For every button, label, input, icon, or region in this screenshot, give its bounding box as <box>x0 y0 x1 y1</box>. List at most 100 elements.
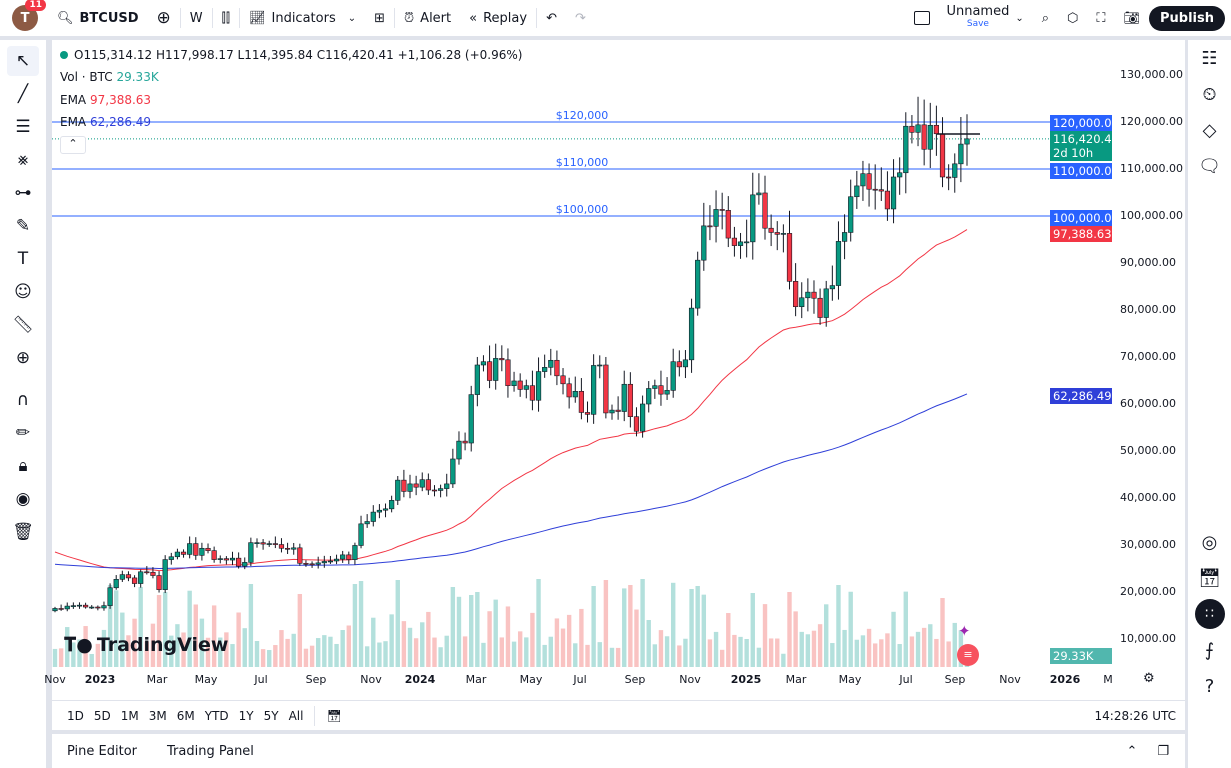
replay-button[interactable]: « Replay <box>460 0 536 36</box>
symbol-search[interactable]: 🔍︎ BTCUSD <box>48 0 148 36</box>
watchlist-button[interactable]: ☷ <box>1188 40 1231 76</box>
avatar[interactable]: T 11 <box>12 0 46 31</box>
screenshot-button[interactable]: 📷︎ <box>1114 0 1149 36</box>
range-1m[interactable]: 1M <box>120 708 139 723</box>
volume-bar <box>536 579 541 667</box>
candle-body <box>468 394 474 444</box>
candle-body <box>168 556 174 560</box>
layout-button[interactable]: Unnamed Save ⌄ <box>905 0 1032 36</box>
quick-search-button[interactable]: ⌕ <box>1033 0 1058 36</box>
range-1y[interactable]: 1Y <box>238 708 254 723</box>
range-ytd[interactable]: YTD <box>204 708 229 723</box>
volume-bar <box>683 638 688 667</box>
range-3m[interactable]: 3M <box>148 708 167 723</box>
candle-body <box>646 388 652 405</box>
volume-bar <box>664 636 670 667</box>
volume-bar <box>107 585 113 667</box>
measure-tool[interactable]: 📏︎ <box>7 310 39 340</box>
volume-bar <box>150 623 156 667</box>
axis-settings-icon[interactable]: ⚙ <box>1143 671 1155 686</box>
target-button[interactable]: ◎ <box>1188 524 1231 560</box>
alerts-button[interactable]: ⏲ <box>1188 76 1231 112</box>
publish-button[interactable]: Publish <box>1149 5 1225 31</box>
collapse-legend-button[interactable]: ⌃ <box>60 136 86 154</box>
ruler-icon: 📏︎ <box>12 315 34 335</box>
tradingview-logo[interactable]: 𝐓● TradingView <box>64 634 228 656</box>
candle-body <box>395 479 401 501</box>
volume-bar <box>732 634 737 667</box>
fib-tool[interactable]: ☰ <box>7 112 39 142</box>
fullscreen-button[interactable]: ⛶ <box>1087 0 1114 36</box>
hide-tool[interactable]: ◉ <box>7 484 39 514</box>
range-6m[interactable]: 6M <box>176 708 195 723</box>
icon-tool[interactable]: ☺ <box>7 277 39 307</box>
object-tree-button[interactable]: ◇ <box>1188 112 1231 148</box>
undo-button[interactable]: ↶ <box>537 0 566 36</box>
indicators-button[interactable]: 📈︎ Indicators ⌄ <box>240 0 365 36</box>
trading-panel-tab[interactable]: Trading Panel <box>167 743 254 759</box>
pattern-tool[interactable]: ⨳ <box>7 145 39 175</box>
tag-120000: 120,000.00 <box>1050 115 1119 131</box>
ema1-legend[interactable]: EMA 97,388.63 <box>60 93 151 107</box>
remove-tool[interactable]: 🗑︎ <box>7 517 39 547</box>
text-tool[interactable]: T <box>7 244 39 274</box>
candle-body <box>401 479 407 492</box>
streams-button[interactable]: ⨍ <box>1188 632 1231 668</box>
range-5d[interactable]: 5D <box>93 708 111 723</box>
volume-bar <box>144 641 150 667</box>
candle-body <box>591 365 597 415</box>
range-all[interactable]: All <box>288 708 304 723</box>
help-button[interactable]: ? <box>1188 668 1231 704</box>
volume-bar <box>95 643 101 667</box>
zoom-tool[interactable]: ⊕ <box>7 343 39 373</box>
volume-legend[interactable]: Vol · BTC 29.33K <box>60 70 159 84</box>
cursor-tool[interactable]: ↖ <box>7 46 39 76</box>
chart-panel[interactable]: $120,000 $110,000 $100,000 O115,314.12 H11… <box>44 40 1185 730</box>
clock[interactable]: 14:28:26 UTC <box>1094 708 1177 723</box>
settings-button[interactable]: ⬡ <box>1058 0 1087 36</box>
pine-editor-tab[interactable]: Pine Editor <box>67 743 138 759</box>
tv-logo-icon: 𝐓● <box>64 634 93 656</box>
templates-button[interactable]: ⊞ <box>365 0 394 36</box>
goto-date-icon[interactable]: 📅︎ <box>326 708 342 723</box>
chart-type-button[interactable]: ⫿⫿ <box>213 0 239 36</box>
candle-body <box>799 297 805 308</box>
volume-bar <box>65 627 70 667</box>
lock-drawing-tool[interactable]: ✏ <box>7 418 39 448</box>
candle-body <box>58 608 64 610</box>
products-button[interactable]: ∷ <box>1188 596 1231 632</box>
redo-button[interactable]: ↷ <box>566 0 595 36</box>
alert-button[interactable]: ⏰︎ Alert <box>395 0 460 36</box>
candle-body <box>529 385 536 401</box>
lock-all-tool[interactable]: 🔒︎ <box>7 451 39 481</box>
candle-body <box>193 543 199 556</box>
us-flag-icon[interactable]: ≡ <box>957 644 979 666</box>
magnet-tool[interactable]: ∩ <box>7 385 39 415</box>
brush-tool[interactable]: ✎ <box>7 211 39 241</box>
ema1-line <box>54 229 968 572</box>
range-1d[interactable]: 1D <box>67 708 84 723</box>
forecast-tool[interactable]: ⊶ <box>7 178 39 208</box>
compare-button[interactable]: ⊕ <box>148 0 180 36</box>
candle-body <box>664 390 670 395</box>
trendline-tool[interactable]: ╱ <box>7 79 39 109</box>
calendar-button[interactable]: 📅︎ <box>1188 560 1231 596</box>
volume-bar <box>346 625 351 667</box>
chevron-up-icon[interactable]: ⌃ <box>1126 743 1138 759</box>
ema2-legend[interactable]: EMA 62,286.49 <box>60 115 151 129</box>
volume-bar <box>762 604 768 667</box>
forecast-icon: ⊶ <box>14 183 32 203</box>
sparkle-icon[interactable]: ✦ <box>958 622 971 640</box>
chats-button[interactable]: 🗨︎ <box>1188 148 1231 184</box>
volume-bar <box>413 638 419 667</box>
range-bar: 1D 5D 1M 3M 6M YTD 1Y 5Y All 📅︎ 14:28:26 UTC <box>52 700 1185 730</box>
volume-bar <box>236 612 241 667</box>
quick-search-icon: ⌕ <box>1041 10 1050 26</box>
interval-button[interactable]: W <box>189 10 203 26</box>
range-5y[interactable]: 5Y <box>263 708 279 723</box>
maximize-icon[interactable]: ❐ <box>1157 743 1169 759</box>
volume-bar <box>866 628 872 667</box>
price-chart[interactable]: $120,000 $110,000 $100,000 <box>52 40 1185 670</box>
volume-bar <box>432 637 437 667</box>
volume-bar <box>707 639 713 667</box>
